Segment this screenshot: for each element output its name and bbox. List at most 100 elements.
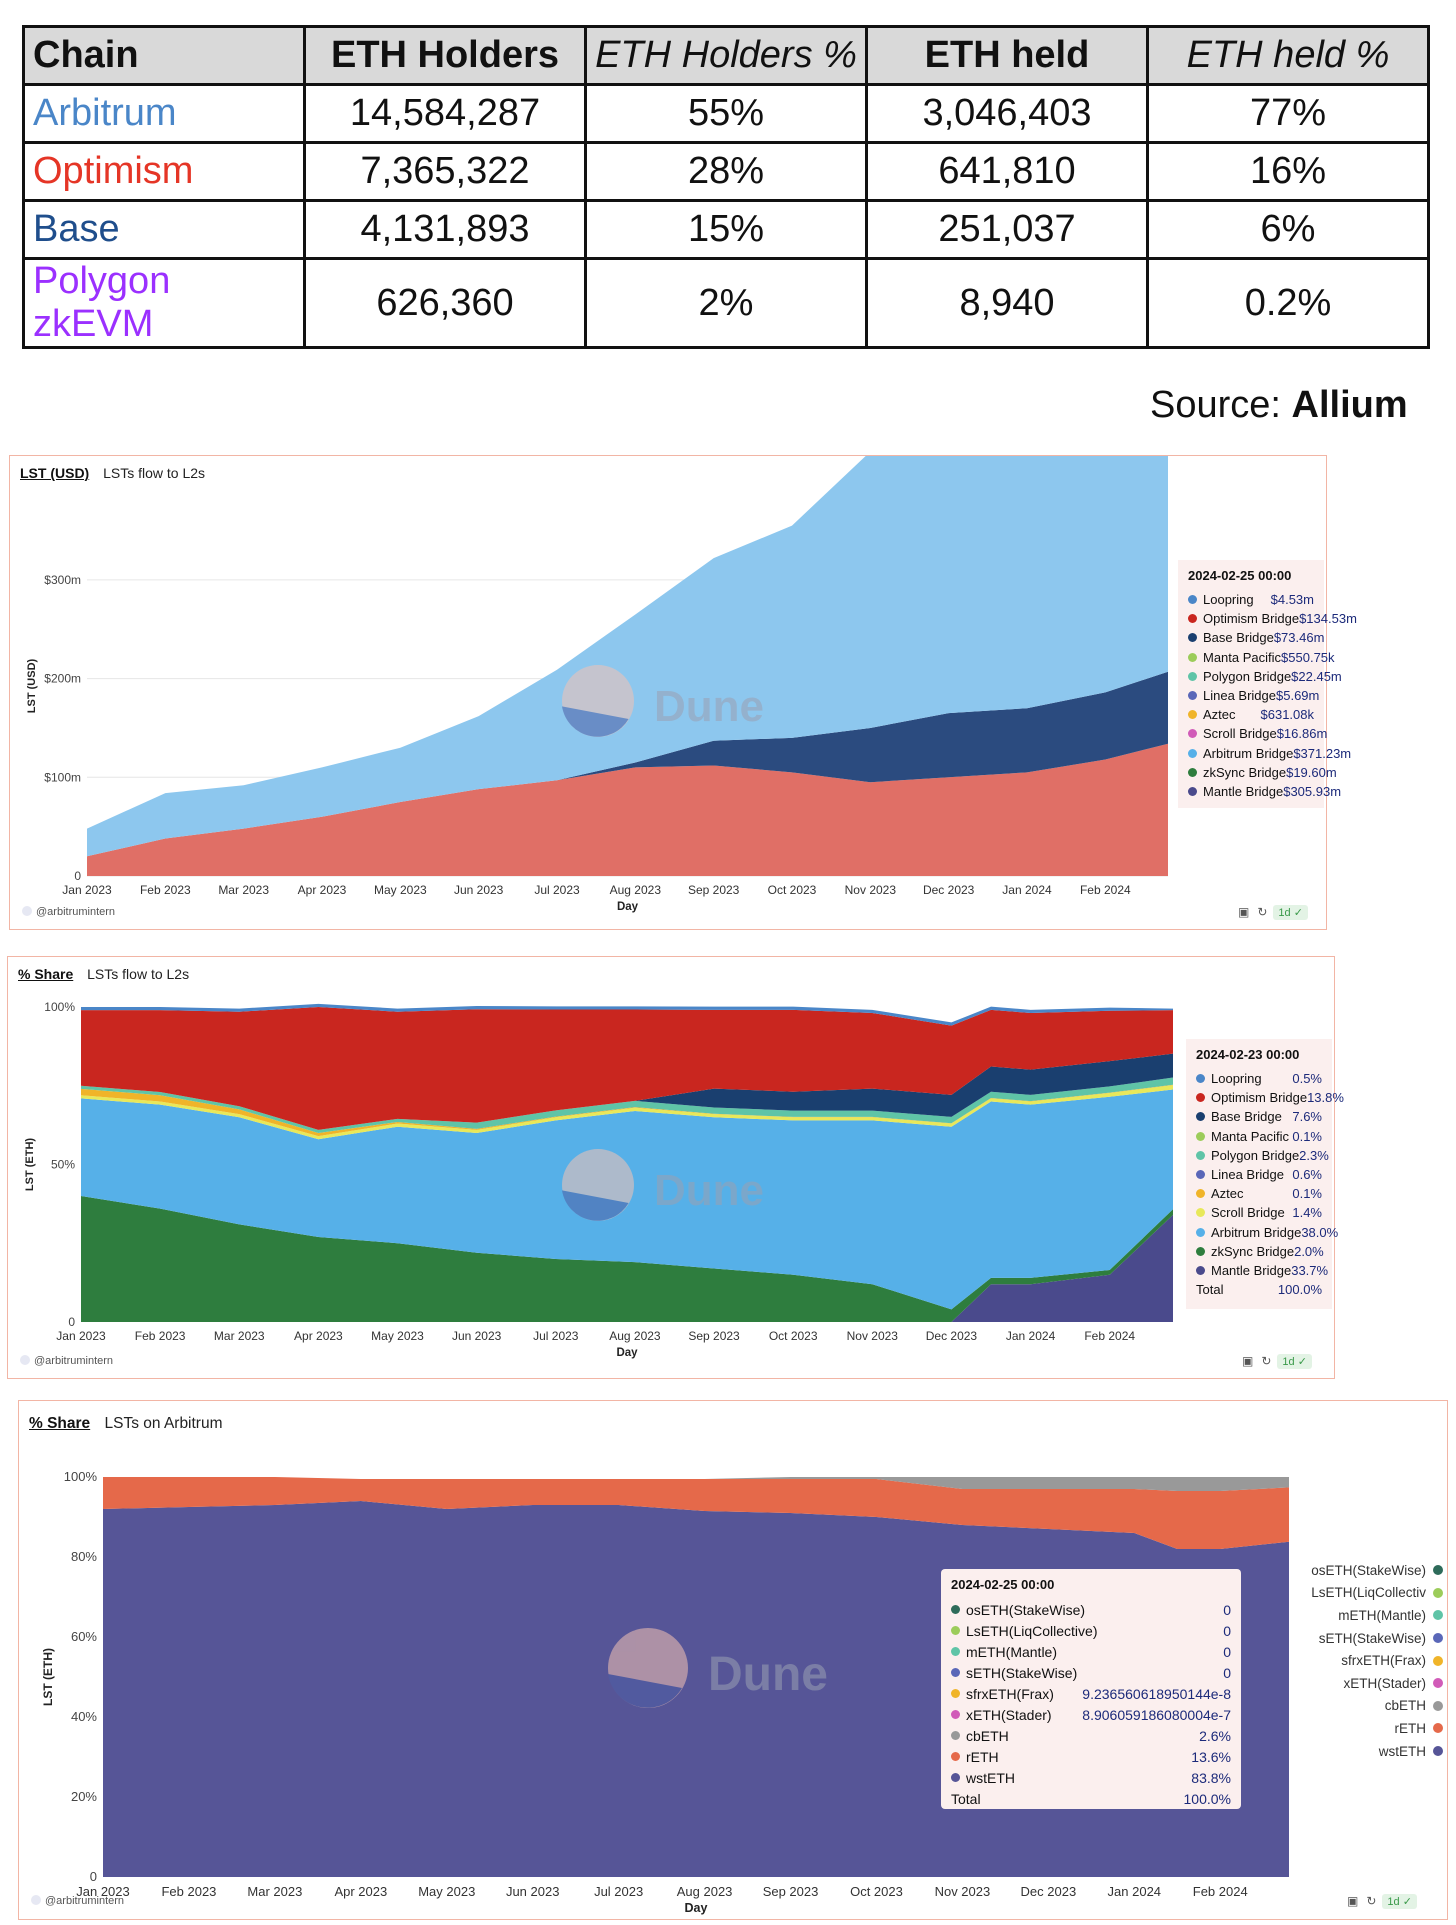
tooltip-series-name: Arbitrum Bridge xyxy=(1211,1224,1302,1240)
x-tick-label: Dec 2023 xyxy=(926,1329,978,1343)
x-tick-label: Nov 2023 xyxy=(845,883,897,897)
footer-author[interactable]: @arbitrumintern xyxy=(20,1355,113,1367)
tooltip-series-name: Mantle Bridge xyxy=(1203,783,1284,799)
tab-share[interactable]: % Share xyxy=(29,1415,91,1432)
x-tick-label: Sep 2023 xyxy=(688,1329,740,1343)
tooltip-series-value: 33.7% xyxy=(1291,1262,1329,1278)
legend-item[interactable]: xETH(Stader) xyxy=(1247,1672,1443,1695)
panel-header: LST (USD) LSTs flow to L2s xyxy=(20,465,205,481)
holders-pct-cell: 15% xyxy=(584,199,868,260)
legend-dot xyxy=(1196,1150,1205,1160)
refresh-icon[interactable]: ↻ xyxy=(1261,1354,1272,1368)
legend-item[interactable]: wstETH xyxy=(1247,1740,1443,1763)
legend-item[interactable]: rETH xyxy=(1247,1717,1443,1740)
chain-name-cell: Polygon zkEVM xyxy=(22,257,306,349)
x-axis-label: Day xyxy=(616,1347,638,1359)
tooltip-series-value: 2.6% xyxy=(1199,1727,1231,1744)
footer-author[interactable]: @arbitrumintern xyxy=(31,1895,124,1907)
legend-label: wstETH xyxy=(1378,1743,1426,1759)
author-avatar xyxy=(31,1895,41,1905)
tooltip-row: Polygon Bridge 2.3% xyxy=(1196,1146,1329,1165)
legend-dot xyxy=(951,1710,960,1719)
camera-icon[interactable]: ▣ xyxy=(1347,1894,1359,1908)
x-tick-label: Feb 2023 xyxy=(135,1329,186,1343)
tooltip-series-value: 0.6% xyxy=(1292,1167,1322,1183)
area-series-optimism-bridge xyxy=(81,1007,1173,1130)
legend-label: mETH(Mantle) xyxy=(1338,1607,1426,1623)
legend-dot xyxy=(1188,614,1197,624)
tooltip-series-name: Arbitrum Bridge xyxy=(1203,745,1294,761)
x-tick-label: Jun 2023 xyxy=(452,1329,502,1343)
tooltip-date: 2024-02-25 00:00 xyxy=(951,1577,1055,1592)
tooltip-total-row: Total 100.0% xyxy=(951,1788,1231,1809)
table-header-row: Chain ETH Holders ETH Holders % ETH held… xyxy=(22,25,1430,86)
tooltip-series-name: Scroll Bridge xyxy=(1211,1205,1285,1221)
legend-item[interactable]: cbETH xyxy=(1247,1695,1443,1718)
legend-dot xyxy=(1188,748,1197,758)
y-axis-label: LST (ETH) xyxy=(24,1138,36,1191)
camera-icon[interactable]: ▣ xyxy=(1242,1354,1254,1368)
lst-usd-area-chart: 0 $100m $200m $300m Dune Jan 2023 Feb 2023 Mar … xyxy=(26,456,1168,913)
footer-actions: ▣ ↻ 1d ✓ xyxy=(1230,905,1308,920)
held-cell: 8,940 xyxy=(865,257,1149,349)
y-tick-label: 100% xyxy=(44,1000,75,1014)
tooltip-row: sETH(StakeWise) 0 xyxy=(951,1662,1231,1683)
held-cell: 641,810 xyxy=(865,141,1149,202)
chain-name-cell: Optimism xyxy=(22,141,306,202)
y-tick-label: 80% xyxy=(71,1549,97,1564)
x-tick-label: Mar 2023 xyxy=(218,883,269,897)
x-tick-label: May 2023 xyxy=(374,883,427,897)
legend-item[interactable]: sETH(StakeWise) xyxy=(1247,1627,1443,1650)
tooltip-row: Polygon Bridge $22.45m xyxy=(1188,667,1342,686)
tooltip-series-value: 7.6% xyxy=(1292,1109,1322,1125)
tab-lst-usd[interactable]: LST (USD) xyxy=(20,465,90,481)
holders-pct-cell: 28% xyxy=(584,141,868,202)
tooltip-series-name: Scroll Bridge xyxy=(1203,726,1277,742)
legend-dot xyxy=(1196,1170,1205,1180)
tooltip-series-value: 9.236560618950144e-8 xyxy=(1082,1685,1231,1702)
x-axis-label: Day xyxy=(617,901,639,913)
author-name: @arbitrumintern xyxy=(34,1355,114,1367)
tooltip-row: Mantle Bridge $305.93m xyxy=(1188,782,1341,801)
held-pct-cell: 0.2% xyxy=(1146,257,1430,349)
legend-dot xyxy=(1188,671,1197,681)
x-tick-label: Feb 2023 xyxy=(161,1884,216,1899)
area-series-mantle-bridge xyxy=(81,1214,1173,1322)
footer-author[interactable]: @arbitrumintern xyxy=(22,906,115,918)
legend-label: cbETH xyxy=(1384,1698,1426,1714)
refresh-icon[interactable]: ↻ xyxy=(1366,1894,1377,1908)
legend-dot xyxy=(1188,595,1197,605)
legend-item[interactable]: sfrxETH(Frax) xyxy=(1247,1649,1443,1672)
holders-pct-cell: 2% xyxy=(584,257,868,349)
chart-title: LSTs on Arbitrum xyxy=(104,1415,223,1432)
table-row: Optimism 7,365,322 28% 641,810 16% xyxy=(22,141,1430,202)
y-tick-label: 100% xyxy=(64,1469,98,1484)
tooltip-series-value: 13.8% xyxy=(1307,1090,1344,1106)
refresh-icon[interactable]: ↻ xyxy=(1257,905,1268,919)
tooltip-row: sfrxETH(Frax) 9.236560618950144e-8 xyxy=(951,1683,1231,1704)
refresh-interval-badge[interactable]: 1d ✓ xyxy=(1382,1894,1417,1909)
legend-item[interactable]: LsETH(LiqCollectiv xyxy=(1247,1582,1443,1605)
x-tick-label: Jul 2023 xyxy=(534,883,580,897)
tooltip-series-value: 0 xyxy=(1223,1664,1231,1681)
tab-share[interactable]: % Share xyxy=(18,966,74,982)
legend-item[interactable]: osETH(StakeWise) xyxy=(1247,1559,1443,1582)
tooltip-row: Manta Pacific 0.1% xyxy=(1196,1127,1322,1146)
x-tick-label: Aug 2023 xyxy=(677,1884,733,1899)
legend-item[interactable]: mETH(Mantle) xyxy=(1247,1604,1443,1627)
refresh-interval-badge[interactable]: 1d ✓ xyxy=(1277,1354,1312,1369)
camera-icon[interactable]: ▣ xyxy=(1238,905,1250,919)
area-series-optimism-bridge xyxy=(87,743,1168,876)
tooltip-row: Aztec $631.08k xyxy=(1188,705,1314,724)
tooltip-row: zkSync Bridge 2.0% xyxy=(1196,1242,1324,1261)
legend-dot xyxy=(1433,1700,1443,1711)
y-tick-label: 20% xyxy=(71,1789,97,1804)
legend-dot xyxy=(1196,1093,1205,1103)
tooltip-series-value: 0.1% xyxy=(1292,1128,1322,1144)
refresh-interval-badge[interactable]: 1d ✓ xyxy=(1273,905,1308,920)
share-flow-area-chart: 0 50% 100% Dune Jan 2023 Feb 2023 Mar 2023 Apr … xyxy=(24,1000,1173,1359)
x-tick-label: Jan 2024 xyxy=(1108,1884,1162,1899)
x-tick-label: Aug 2023 xyxy=(609,1329,661,1343)
x-tick-label: Oct 2023 xyxy=(850,1884,903,1899)
tooltip-series-value: $305.93m xyxy=(1283,783,1342,799)
